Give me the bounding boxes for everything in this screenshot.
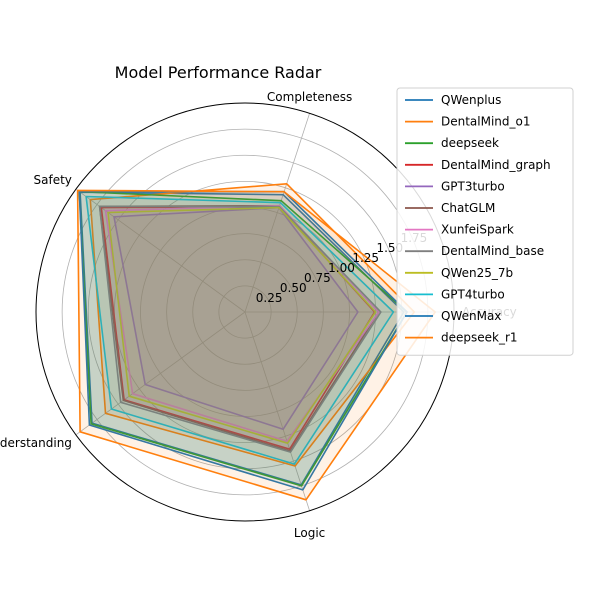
legend-label-QWen25_7b: QWen25_7b: [441, 266, 513, 280]
series-line-XunfeiSpark: [104, 204, 380, 443]
legend-label-deepseek_r1: deepseek_r1: [441, 331, 518, 345]
series-line-GPT3turbo: [113, 206, 359, 431]
series-fill-DentalMind_graph: [101, 206, 375, 450]
axis-label-understanding: Understanding: [0, 436, 72, 450]
legend-frame: [396, 87, 574, 356]
series-fill-DentalMind_base: [99, 206, 381, 453]
series-fill-XunfeiSpark: [105, 205, 379, 442]
spoke-0: [244, 113, 310, 313]
tick-label-5: 1.50: [376, 241, 403, 255]
tick-label-1: 0.50: [280, 281, 307, 295]
legend-label-DentalMind_o1: DentalMind_o1: [441, 115, 531, 129]
series-line-DentalMind_base: [98, 205, 382, 453]
legend-label-XunfeiSpark: XunfeiSpark: [441, 223, 514, 237]
legend-label-DentalMind_base: DentalMind_base: [441, 244, 544, 258]
chart-title: Model Performance Radar: [115, 63, 322, 82]
spoke-3: [244, 311, 310, 511]
series-line-deepseek: [78, 190, 408, 487]
series-fill-GPT4turbo: [86, 196, 394, 465]
series-fill-deepseek_r1: [77, 190, 436, 500]
series-fill-GPT3turbo: [114, 207, 358, 430]
tick-label-4: 1.25: [352, 251, 379, 265]
legend-label-QWenMax: QWenMax: [441, 309, 501, 323]
radar-series: [76, 183, 437, 501]
series-fill-QWenMax: [79, 191, 408, 490]
series-line-QWenMax: [78, 190, 408, 491]
series-line-QWen25_7b: [107, 206, 377, 445]
series-line-GPT4turbo: [85, 195, 395, 465]
axis-label-completeness: Completeness: [267, 90, 352, 104]
tick-label-2: 0.75: [304, 271, 331, 285]
tick-label-3: 1.00: [328, 261, 355, 275]
spoke-2: [75, 311, 246, 436]
legend: QWenplus DentalMind_o1 deepseek DentalMind_…: [396, 87, 574, 356]
series-fill-ChatGLM: [99, 205, 379, 452]
legend-label-deepseek: deepseek: [441, 136, 499, 150]
legend-label-GPT3turbo: GPT3turbo: [441, 179, 505, 193]
legend-label-ChatGLM: ChatGLM: [441, 201, 495, 215]
spoke-1: [75, 188, 246, 313]
axis-label-safety: Safety: [34, 173, 72, 187]
axis-label-logic: Logic: [294, 526, 325, 540]
tick-label-0: 0.25: [256, 291, 283, 305]
legend-label-DentalMind_graph: DentalMind_graph: [441, 158, 551, 172]
legend-label-QWenplus: QWenplus: [441, 93, 501, 107]
legend-label-GPT4turbo: GPT4turbo: [441, 287, 505, 301]
series-fill-QWen25_7b: [108, 207, 376, 444]
